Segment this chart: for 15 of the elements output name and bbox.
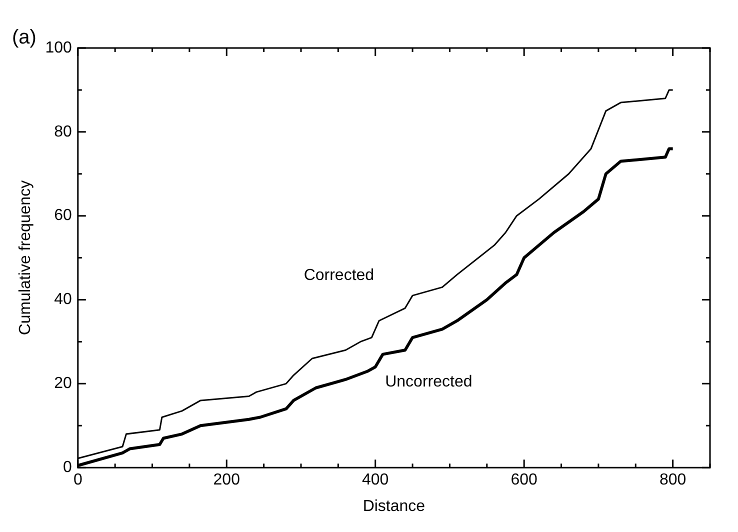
y-axis-title: Cumulative frequency: [17, 180, 34, 336]
series-label: Uncorrected: [385, 374, 472, 391]
y-tick-label: 40: [54, 291, 72, 308]
text: (a): [12, 26, 36, 49]
x-tick-label: 200: [213, 472, 240, 489]
x-tick-label: 400: [362, 472, 389, 489]
x-tick-label: 800: [659, 472, 686, 489]
text: Corrected: [304, 267, 374, 284]
y-tick-label: 20: [54, 375, 72, 392]
y-tick-label: 80: [54, 123, 72, 140]
x-axis-title: Distance: [362, 498, 426, 515]
y-tick-label: 60: [54, 207, 72, 224]
y-tick-label: 0: [62, 459, 72, 476]
x-tick-label: 600: [510, 472, 538, 489]
y-tick-label: 100: [45, 39, 72, 56]
